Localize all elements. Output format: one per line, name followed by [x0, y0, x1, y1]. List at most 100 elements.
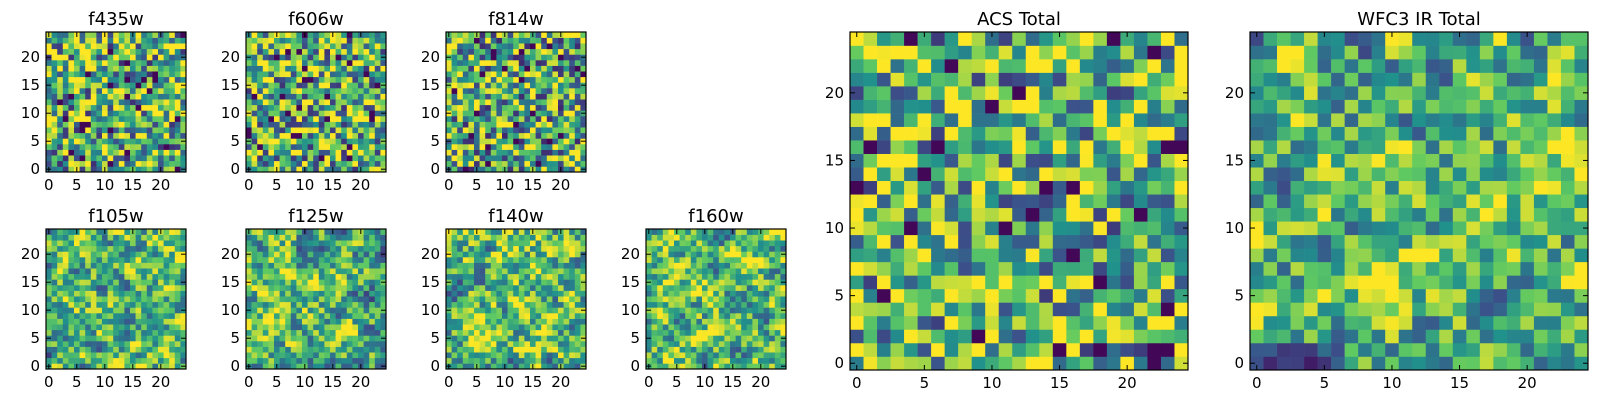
heatmap-cell [558, 307, 564, 314]
heatmap-cell [758, 301, 764, 308]
heatmap-cell [124, 43, 131, 50]
heatmap-cell [57, 240, 64, 247]
heatmap-cell [79, 76, 86, 83]
heatmap-cell [135, 127, 142, 134]
heatmap-cell [457, 290, 464, 297]
heatmap-cell [541, 93, 548, 100]
heatmap-cell [558, 346, 564, 353]
heatmap-cell [674, 257, 680, 263]
heatmap-cell [307, 166, 314, 173]
heatmap-cell [769, 324, 776, 331]
heatmap-cell [268, 60, 275, 66]
heatmap-cell [307, 324, 314, 331]
heatmap-cell [724, 352, 731, 359]
heatmap-cell [352, 82, 359, 89]
heatmap-cell [290, 138, 297, 145]
heatmap-cell [51, 268, 58, 275]
heatmap-cell [85, 144, 92, 150]
heatmap-cell [158, 279, 164, 286]
heatmap-cell [302, 76, 308, 83]
heatmap-cell [724, 273, 731, 280]
heatmap-cell [563, 82, 570, 89]
heatmap-cell [985, 234, 1000, 249]
heatmap-cell [369, 324, 376, 331]
heatmap-cell [51, 65, 58, 72]
heatmap-cell [380, 48, 387, 55]
heatmap-cell [79, 296, 86, 303]
heatmap-cell [904, 315, 918, 330]
heatmap-cell [163, 149, 170, 156]
heatmap-cell [124, 160, 131, 167]
heatmap-cell [152, 301, 159, 308]
heatmap-cell [352, 335, 359, 342]
heatmap-cell [685, 268, 692, 275]
heatmap-cell [763, 229, 770, 235]
heatmap-cell [530, 357, 536, 364]
heatmap-cell [302, 307, 308, 314]
heatmap-cell [518, 54, 525, 61]
heatmap-cell [904, 153, 918, 168]
heatmap-cell [490, 262, 497, 269]
heatmap-cell [118, 363, 125, 370]
heatmap-cell [257, 160, 264, 167]
heatmap-cell [341, 144, 348, 150]
heatmap-cell [57, 160, 64, 167]
heatmap-cell [985, 275, 1000, 290]
heatmap-cell [507, 341, 514, 347]
heatmap-cell [558, 341, 564, 347]
heatmap-cell [490, 240, 497, 247]
heatmap-cell [546, 166, 553, 173]
heatmap-cell [735, 234, 742, 241]
heatmap-cell [507, 357, 514, 364]
heatmap-cell [158, 329, 164, 336]
heatmap-cell [124, 144, 131, 150]
heatmap-cell [1025, 275, 1040, 290]
heatmap-cell [341, 313, 348, 319]
heatmap-cell [85, 301, 92, 308]
heatmap-cell [513, 76, 520, 83]
heatmap-cell [274, 273, 280, 280]
heatmap-cell [1025, 356, 1040, 371]
heatmap-cell [524, 352, 531, 359]
heatmap-cell [251, 65, 258, 72]
heatmap-cell [541, 285, 548, 291]
heatmap-cell [958, 288, 972, 303]
heatmap-cell [546, 240, 553, 247]
heatmap-cell [90, 93, 97, 100]
heatmap-cell [274, 82, 280, 89]
heatmap-cell [307, 32, 314, 38]
heatmap-cell [124, 127, 131, 134]
heatmap-cell [346, 127, 353, 134]
heatmap-cell [352, 121, 359, 128]
heatmap-cell [313, 329, 320, 336]
heatmap-cell [707, 279, 714, 286]
heatmap-cell [57, 166, 64, 173]
heatmap-cell [358, 144, 364, 150]
heatmap-cell [302, 290, 308, 297]
heatmap-cell [563, 268, 570, 275]
heatmap-cell [958, 194, 972, 209]
heatmap-cell [479, 346, 486, 353]
heatmap-cell [513, 54, 520, 61]
heatmap-cell [718, 341, 725, 347]
heatmap-cell [268, 93, 275, 100]
heatmap-cell [68, 37, 75, 44]
heatmap-cell [346, 268, 353, 275]
heatmap-cell [79, 251, 86, 258]
heatmap-cell [651, 262, 658, 269]
heatmap-cell [324, 240, 331, 247]
heatmap-cell [651, 307, 658, 314]
heatmap-cell [324, 110, 331, 117]
heatmap-cell [462, 363, 469, 370]
heatmap-cell [541, 76, 548, 83]
heatmap-cell [79, 149, 86, 156]
x-tick-label: 5 [72, 373, 82, 391]
heatmap-cell [330, 110, 336, 117]
heatmap-cell [352, 99, 359, 106]
heatmap-cell [580, 60, 587, 66]
heatmap-cell [46, 149, 52, 156]
heatmap-cell [485, 257, 492, 263]
heatmap-cell [296, 104, 303, 111]
heatmap-cell [180, 149, 187, 156]
heatmap-cell [68, 144, 75, 150]
